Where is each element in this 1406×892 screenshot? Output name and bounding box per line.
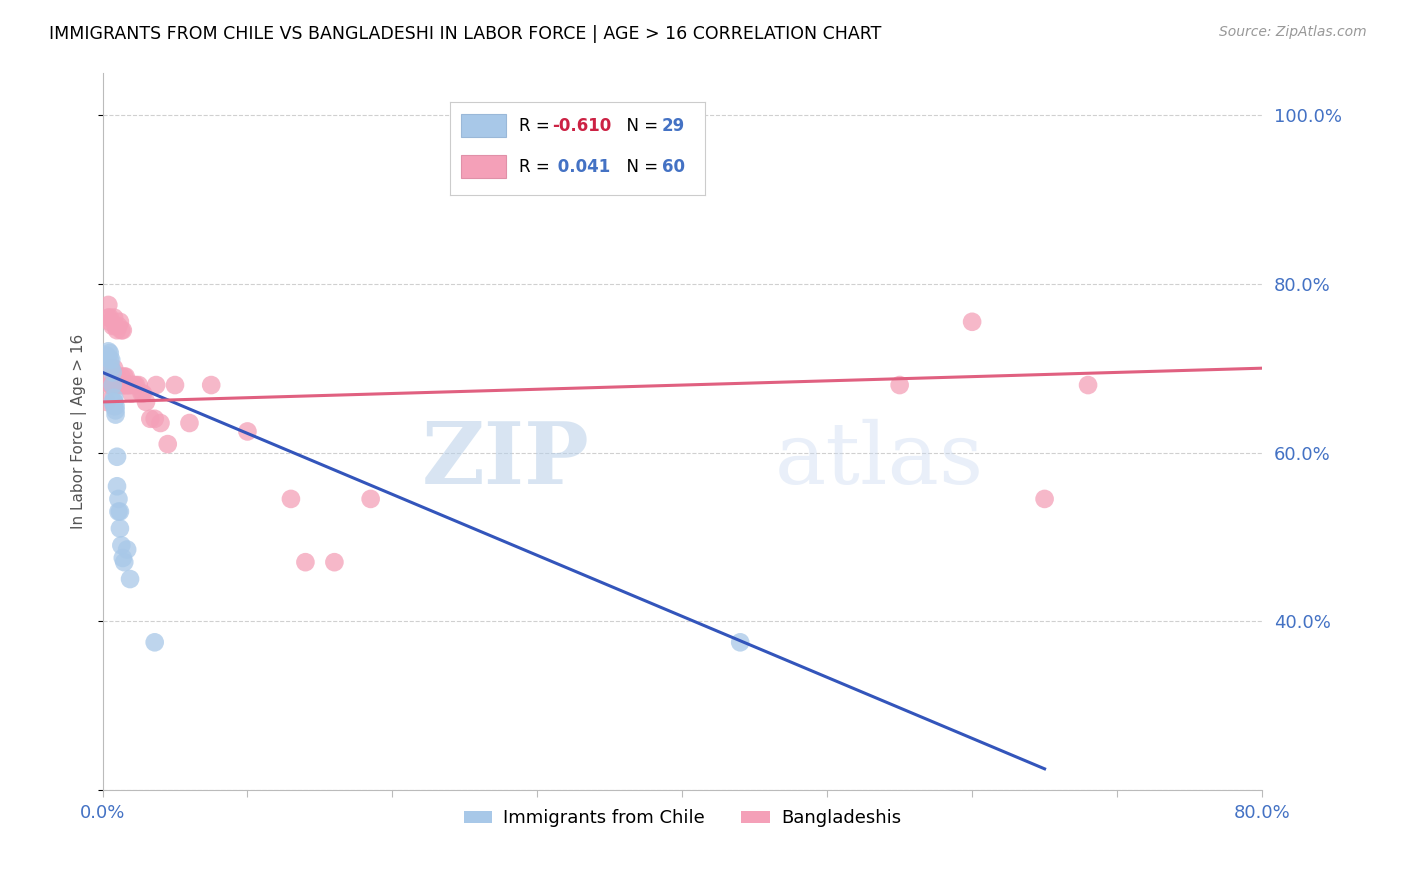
Point [101,378,124,392]
Point [104,403,127,417]
Point [112,555,135,569]
Point [156,437,179,451]
Point [115,542,138,557]
Point [98,352,121,367]
Point [105,479,128,493]
Point [360,491,382,506]
Point [101,365,124,379]
Point [1077,378,1099,392]
Point [111,323,134,337]
Point [108,315,131,329]
Point [111,378,134,392]
Point [96,395,118,409]
Point [145,378,167,392]
Point [104,378,127,392]
Point [108,521,131,535]
Point [135,395,157,409]
Point [103,310,125,325]
Point [103,361,125,376]
Point [104,399,127,413]
Point [889,378,911,392]
Point [114,369,136,384]
Point [105,378,128,392]
Point [115,378,138,392]
Text: Source: ZipAtlas.com: Source: ZipAtlas.com [1219,25,1367,39]
Point [97,310,120,325]
Point [110,538,132,552]
Point [108,378,131,392]
Text: atlas: atlas [775,418,984,501]
Point [100,361,122,376]
Point [107,318,129,333]
Text: ZIP: ZIP [422,418,589,502]
Point [112,369,135,384]
Point [323,555,346,569]
Point [104,408,127,422]
Point [125,378,148,392]
Point [131,386,153,401]
Point [97,298,120,312]
Y-axis label: In Labor Force | Age > 16: In Labor Force | Age > 16 [72,334,87,529]
Point [132,386,155,401]
Point [101,318,124,333]
Point [98,346,121,360]
Point [100,361,122,376]
Point [117,378,139,392]
Point [97,344,120,359]
Point [960,315,983,329]
Point [120,572,142,586]
Point [98,378,121,392]
Point [143,635,166,649]
Point [236,425,259,439]
Point [105,450,128,464]
Point [108,505,131,519]
Point [103,378,125,392]
Point [179,416,201,430]
Point [100,352,122,367]
Point [103,399,125,413]
Point [105,323,128,337]
Point [101,369,124,384]
Point [294,555,316,569]
Point [121,386,143,401]
Text: IMMIGRANTS FROM CHILE VS BANGLADESHI IN LABOR FORCE | AGE > 16 CORRELATION CHART: IMMIGRANTS FROM CHILE VS BANGLADESHI IN … [49,25,882,43]
Point [101,395,124,409]
Point [104,318,127,333]
Point [120,378,142,392]
Point [101,378,124,392]
Point [163,378,186,392]
Point [98,315,121,329]
Point [280,491,302,506]
Point [149,416,172,430]
Point [110,369,132,384]
Point [100,378,122,392]
Point [114,378,136,392]
Point [111,551,134,566]
Point [143,412,166,426]
Legend: Immigrants from Chile, Bangladeshis: Immigrants from Chile, Bangladeshis [457,802,908,835]
Point [200,378,222,392]
Point [728,635,751,649]
Point [98,310,121,325]
Point [107,505,129,519]
Point [110,323,132,337]
Point [122,378,145,392]
Point [107,491,129,506]
Point [96,349,118,363]
Point [107,378,129,392]
Point [103,391,125,405]
Point [139,412,162,426]
Point [1033,491,1056,506]
Point [110,378,132,392]
Point [105,369,128,384]
Point [103,395,125,409]
Point [124,378,146,392]
Point [103,395,125,409]
Point [128,378,150,392]
Point [112,378,135,392]
